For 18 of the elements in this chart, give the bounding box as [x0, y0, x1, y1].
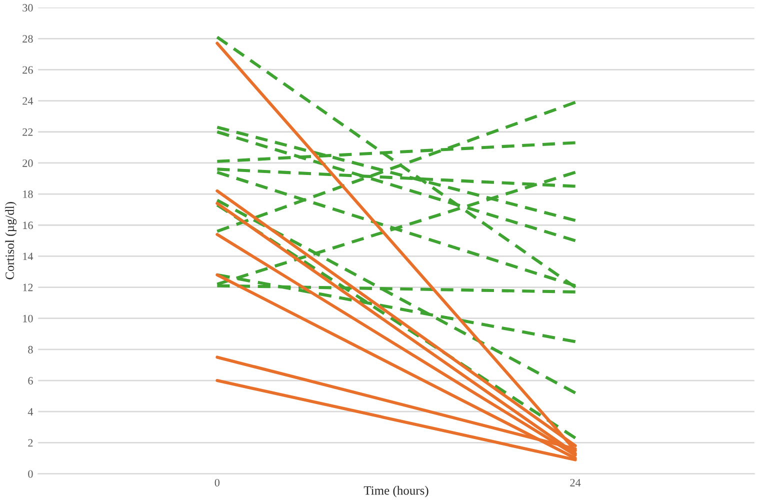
y-tick-label: 10	[23, 314, 33, 322]
y-tick-label: 6	[28, 377, 33, 384]
y-tick-label: 14	[23, 252, 34, 260]
y-tick-label: 24	[22, 97, 34, 105]
y-tick-label: 2	[28, 439, 33, 447]
y-tick-label: 22	[22, 128, 33, 136]
y-tick-label: 8	[28, 346, 33, 354]
y-tick-label: 26	[22, 66, 33, 74]
y-tick-label: 20	[22, 159, 33, 167]
y-tick-label: 18	[23, 190, 33, 198]
y-tick-label: 12	[23, 284, 33, 292]
y-tick-label: 0	[28, 470, 33, 478]
y-tick-label: 30	[22, 4, 33, 12]
x-axis-title: Time (hours)	[364, 486, 428, 498]
y-axis-title: Cortisol (µg/dl)	[5, 202, 17, 280]
y-tick-label: 28	[22, 35, 33, 43]
y-tick-label: 4	[28, 408, 34, 416]
y-tick-label: 16	[23, 222, 33, 230]
